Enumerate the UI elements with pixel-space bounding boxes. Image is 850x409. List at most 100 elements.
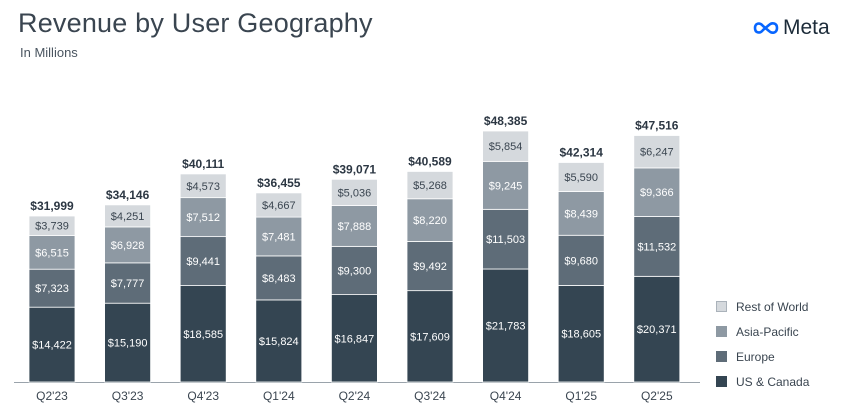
bar-segment-europe: [633, 216, 681, 277]
data-label: $15,824: [259, 336, 299, 348]
bar-segment-rest-of-world: [557, 162, 605, 192]
chart-subtitle: In Millions: [20, 45, 78, 60]
data-label: $5,036: [338, 187, 372, 199]
x-tick-label: Q1'24: [263, 389, 295, 403]
data-label: $8,220: [413, 215, 447, 227]
data-label: $8,439: [564, 208, 598, 220]
data-label: $7,512: [186, 212, 220, 224]
total-label: $39,071: [333, 162, 377, 176]
total-label: $34,146: [106, 188, 150, 202]
data-label: $9,441: [186, 256, 220, 268]
data-label: $18,585: [183, 329, 223, 341]
bar-segment-europe: [28, 268, 76, 308]
bar-segment-us-canada: [406, 290, 454, 383]
legend-item: Asia-Pacific: [716, 319, 809, 344]
bar-segment-asia-pacific: [330, 205, 378, 247]
data-label: $16,847: [335, 333, 375, 345]
data-label: $3,739: [35, 221, 69, 233]
legend-item: US & Canada: [716, 369, 809, 394]
x-tick-label: Q2'24: [339, 389, 371, 403]
legend-item: Rest of World: [716, 294, 809, 319]
data-label: $7,481: [262, 232, 296, 244]
x-tick-label: Q4'23: [187, 389, 219, 403]
data-label: $5,268: [413, 180, 447, 192]
data-label: $6,928: [111, 240, 145, 252]
bar-segment-rest-of-world: [28, 215, 76, 236]
bar-segment-europe: [557, 234, 605, 286]
bar-segment-us-canada: [255, 299, 303, 383]
legend-label: Rest of World: [736, 299, 809, 314]
data-label: $20,371: [637, 324, 677, 336]
bar-segment-rest-of-world: [406, 171, 454, 200]
meta-infinity-icon: [753, 22, 779, 34]
legend-swatch: [716, 376, 727, 387]
bar-segment-rest-of-world: [255, 192, 303, 218]
x-tick-label: Q4'24: [490, 389, 522, 403]
total-label: $40,589: [408, 154, 452, 168]
data-label: $9,366: [640, 187, 674, 199]
meta-logo: Meta: [752, 16, 830, 40]
total-label: $47,516: [635, 119, 679, 133]
data-label: $6,515: [35, 247, 69, 259]
x-tick-label: Q2'25: [641, 389, 673, 403]
data-label: $9,300: [338, 265, 372, 277]
data-label: $14,422: [32, 340, 72, 352]
data-label: $18,605: [561, 329, 601, 341]
x-tick-label: Q1'25: [565, 389, 597, 403]
data-label: $7,777: [111, 278, 145, 290]
chart-legend: Rest of World Asia-Pacific Europe US & Cana…: [716, 294, 809, 394]
bar-segment-us-canada: [633, 275, 681, 383]
total-label: $31,999: [30, 199, 74, 213]
data-label: $4,251: [111, 211, 145, 223]
data-label: $15,190: [108, 338, 148, 350]
bar-segment-europe: [482, 208, 530, 270]
bar-segment-asia-pacific: [633, 167, 681, 217]
total-label: $40,111: [182, 157, 224, 171]
bar-segment-rest-of-world: [330, 178, 378, 206]
bar-segment-us-canada: [482, 268, 530, 383]
legend-label: Europe: [736, 349, 775, 364]
x-tick-label: Q3'24: [414, 389, 446, 403]
bar-segment-asia-pacific: [179, 197, 227, 238]
data-label: $7,323: [35, 283, 69, 295]
bar-segment-rest-of-world: [482, 130, 530, 162]
total-label: $36,455: [257, 176, 301, 190]
data-label: $7,888: [338, 221, 372, 233]
bar-segment-rest-of-world: [633, 135, 681, 169]
data-label: $6,247: [640, 147, 674, 159]
data-label: $9,245: [489, 180, 523, 192]
bar-segment-us-canada: [330, 294, 378, 383]
bar-segment-asia-pacific: [406, 198, 454, 242]
legend-swatch: [716, 301, 727, 312]
bar-segment-asia-pacific: [28, 234, 76, 270]
bar-segment-us-canada: [104, 302, 151, 383]
total-label: $48,385: [484, 114, 528, 128]
legend-swatch: [716, 326, 727, 337]
bar-segment-europe: [104, 262, 151, 304]
x-tick-label: Q2'23: [36, 389, 68, 403]
bar-segment-asia-pacific: [557, 191, 605, 236]
meta-logo-text: Meta: [783, 16, 830, 39]
x-tick-label: Q3'23: [112, 389, 144, 403]
data-label: $8,483: [262, 273, 296, 285]
data-label: $11,503: [486, 234, 525, 246]
data-label: $17,609: [410, 331, 450, 343]
bar-segment-us-canada: [28, 306, 76, 383]
data-label: $5,590: [564, 172, 598, 184]
data-label: $21,783: [486, 320, 526, 332]
chart-title: Revenue by User Geography: [18, 8, 373, 38]
legend-label: US & Canada: [736, 374, 810, 389]
bar-segment-rest-of-world: [104, 204, 151, 228]
data-label: $11,532: [637, 241, 676, 253]
data-label: $9,492: [413, 261, 447, 273]
legend-item: Europe: [716, 344, 809, 369]
data-label: $4,667: [262, 200, 296, 212]
data-label: $9,680: [564, 255, 598, 267]
legend-label: Asia-Pacific: [736, 324, 799, 339]
data-label: $5,854: [489, 141, 523, 153]
bar-segment-asia-pacific: [104, 226, 151, 264]
total-label: $42,314: [560, 145, 604, 159]
data-label: $4,573: [186, 181, 220, 193]
bar-segment-rest-of-world: [179, 173, 227, 199]
